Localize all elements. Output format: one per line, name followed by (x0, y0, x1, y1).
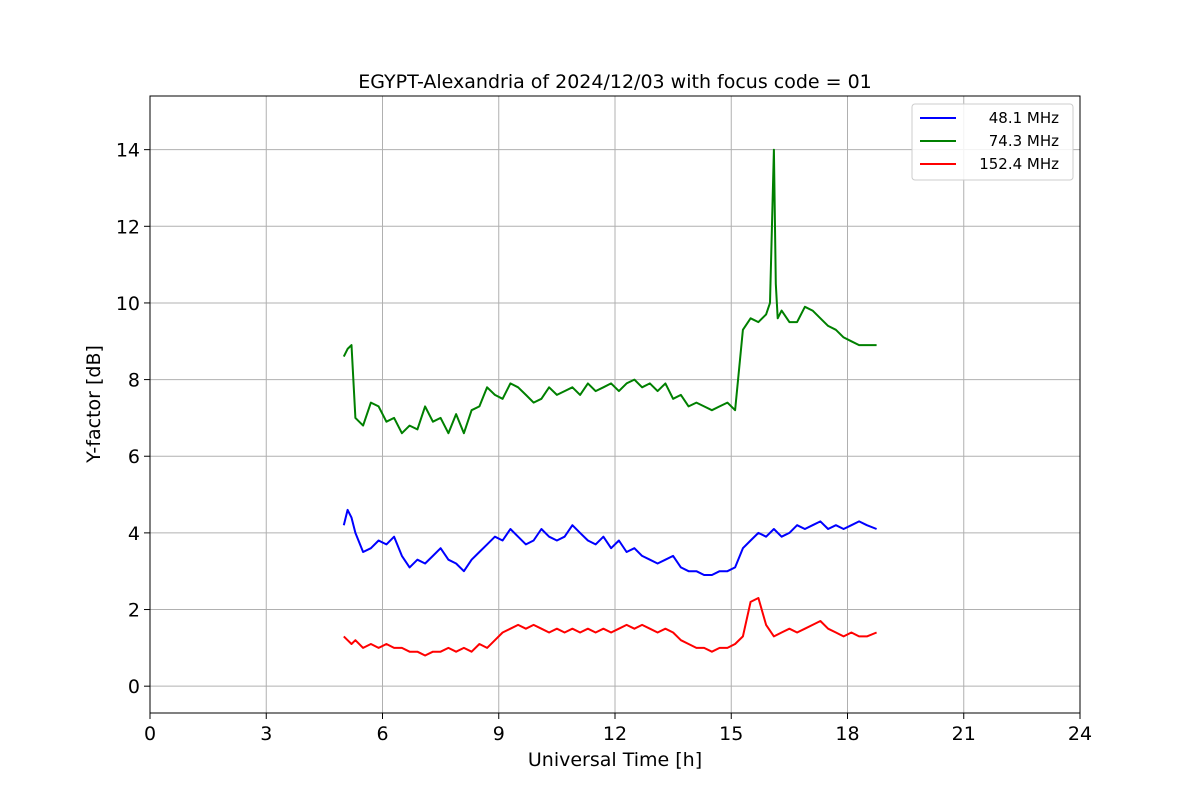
x-tick-label: 0 (144, 723, 156, 745)
grid (149, 96, 1081, 713)
x-axis-label: Universal Time [h] (528, 749, 702, 771)
x-tick-label: 6 (376, 723, 388, 745)
legend-label: 74.3 MHz (989, 132, 1059, 150)
x-tick-label: 21 (952, 723, 976, 745)
x-tick-label: 18 (835, 723, 859, 745)
y-tick-label: 2 (128, 600, 140, 622)
x-tick-label: 9 (493, 723, 505, 745)
x-tick-label: 24 (1068, 723, 1092, 745)
series-line-3 (343, 597, 877, 657)
legend: 48.1 MHz 74.3 MHz 152.4 MHz (911, 103, 1074, 181)
x-tick-label: 3 (260, 723, 272, 745)
y-tick-label: 12 (116, 216, 140, 238)
series-line-1 (342, 508, 877, 576)
y-tick-label: 8 (128, 370, 140, 392)
legend-box (911, 103, 1074, 181)
y-tick-label: 6 (128, 446, 140, 468)
y-axis-label: Y-factor [dB] (83, 345, 105, 464)
y-tick-label: 0 (128, 676, 140, 698)
x-tick-label: 12 (603, 723, 627, 745)
y-tick-label: 10 (116, 293, 140, 315)
y-tick-label: 14 (116, 140, 140, 162)
plot-area (342, 148, 877, 657)
y-tick-label: 4 (128, 523, 140, 545)
legend-label: 152.4 MHz (979, 155, 1059, 173)
chart-title: EGYPT-Alexandria of 2024/12/03 with focu… (358, 71, 872, 93)
legend-label: 48.1 MHz (989, 109, 1059, 127)
x-tick-label: 15 (719, 723, 743, 745)
series-line-2 (342, 148, 877, 435)
